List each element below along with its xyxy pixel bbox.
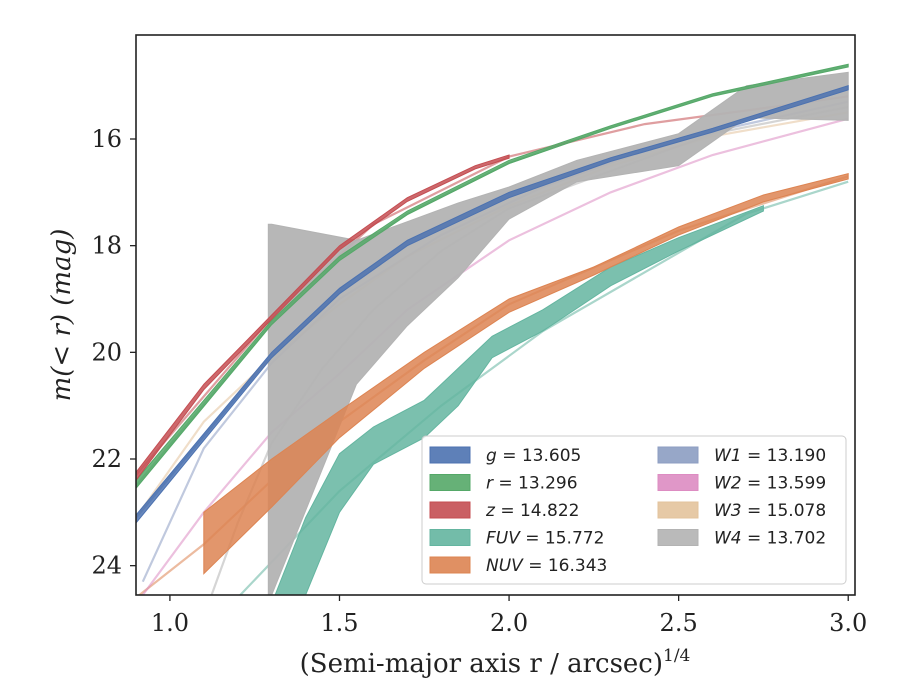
y-tick-label: 18 bbox=[91, 232, 122, 260]
legend-swatch-r bbox=[429, 474, 471, 491]
plot-frame bbox=[135, 34, 856, 596]
plot-area bbox=[136, 63, 849, 595]
legend-label-nuv: NUV = 16.343 bbox=[486, 556, 607, 576]
x-tick-label: 2.0 bbox=[490, 609, 528, 637]
legend-swatch-g bbox=[429, 446, 471, 464]
legend-swatch-fuv bbox=[429, 529, 471, 546]
legend-label-fuv: FUV = 15.772 bbox=[486, 529, 604, 549]
y-tick-label: 16 bbox=[91, 125, 122, 153]
legend-swatch-z bbox=[429, 501, 471, 519]
legend-label-w4: W4 = 13.702 bbox=[714, 529, 826, 549]
series-line-z bbox=[136, 95, 849, 476]
legend-label-g: g = 13.605 bbox=[486, 446, 581, 466]
series-band-g bbox=[136, 85, 849, 524]
legend-label-w2: W2 = 13.599 bbox=[714, 474, 826, 494]
x-axis-title-superscript: 1/4 bbox=[663, 646, 690, 666]
legend-swatch-nuv bbox=[429, 556, 471, 574]
legend-swatch-w3 bbox=[657, 501, 699, 519]
x-tick-label: 1.5 bbox=[320, 609, 358, 637]
series-band-nuv bbox=[203, 173, 849, 575]
legend-swatch-w4 bbox=[657, 529, 699, 546]
x-tick-label: 3.0 bbox=[829, 609, 867, 637]
x-tick-label: 2.5 bbox=[660, 609, 698, 637]
y-axis-title: m(< r) (mag) bbox=[47, 229, 77, 402]
legend-swatch-w2 bbox=[657, 474, 699, 491]
legend-label-w1: W1 = 13.190 bbox=[714, 446, 826, 466]
legend-label-z: z = 14.822 bbox=[485, 501, 579, 521]
series-band-r bbox=[136, 63, 849, 490]
legend-box bbox=[421, 435, 847, 585]
x-axis: 1.0 1.5 2.0 2.5 3.0 bbox=[151, 595, 867, 637]
legend-swatch-w1 bbox=[657, 446, 699, 464]
legend: g = 13.605 r = 13.296 z = 14.822 FUV = 15.7… bbox=[421, 435, 847, 585]
y-tick-label: 20 bbox=[91, 338, 122, 366]
series-band-fuv bbox=[274, 204, 764, 595]
series-band-z bbox=[136, 154, 510, 482]
legend-label-r: r = 13.296 bbox=[486, 474, 578, 494]
y-axis: 16 18 20 22 24 bbox=[91, 125, 136, 580]
x-axis-title: (Semi-major axis r / arcsec)1/4 bbox=[300, 646, 691, 679]
x-tick-label: 1.0 bbox=[151, 609, 189, 637]
y-tick-label: 22 bbox=[91, 445, 122, 473]
y-tick-label: 24 bbox=[91, 552, 122, 580]
legend-label-w3: W3 = 15.078 bbox=[714, 501, 826, 521]
